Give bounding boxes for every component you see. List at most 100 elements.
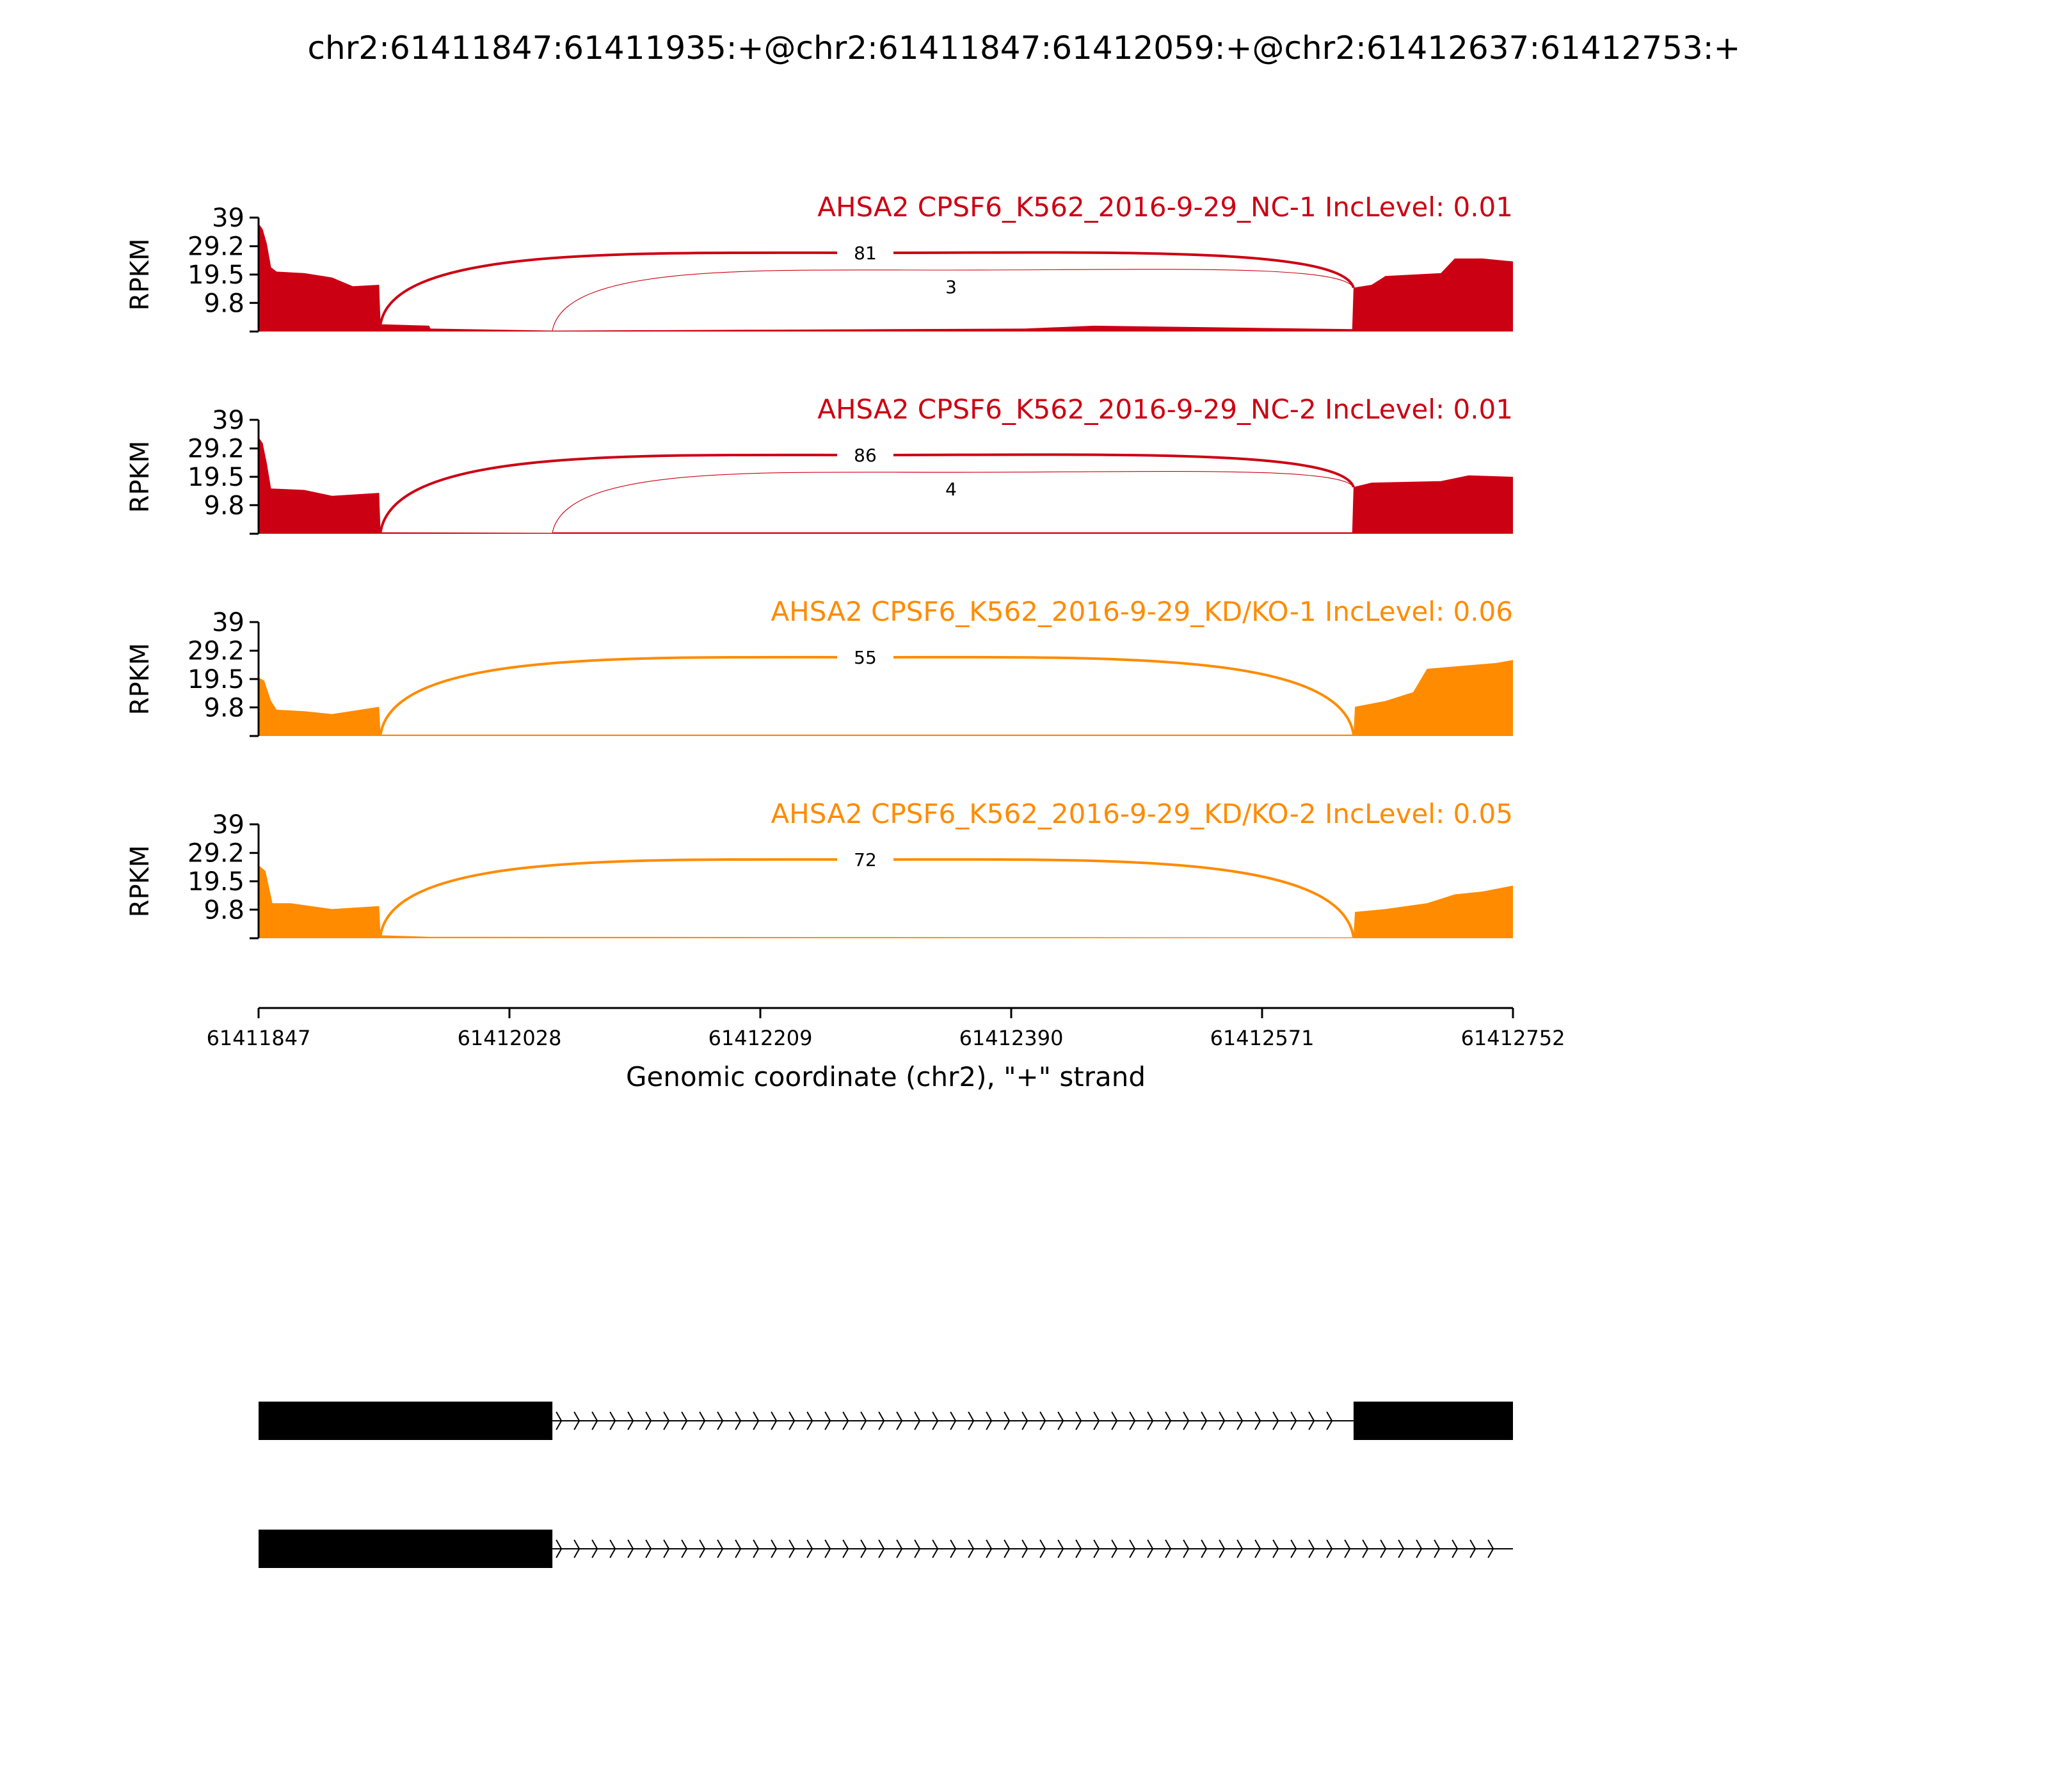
junction-count-label: 55 [854, 647, 877, 668]
y-tick-label: 19.5 [188, 463, 244, 492]
strand-arrow [771, 1539, 778, 1558]
strand-arrow [1362, 1539, 1369, 1558]
coverage-area [259, 223, 1513, 332]
coverage-area [259, 437, 1513, 534]
isoform-panel [259, 1402, 1513, 1568]
y-axis-label: RPKM [125, 441, 155, 513]
y-tick-label: 9.8 [204, 491, 244, 520]
strand-arrow [914, 1411, 921, 1430]
strand-arrow [1236, 1411, 1244, 1430]
strand-arrow [1129, 1539, 1136, 1558]
strand-arrow [663, 1539, 670, 1558]
strand-arrow [1308, 1411, 1315, 1430]
exon [259, 1530, 553, 1568]
junction-count-bg [923, 477, 979, 500]
y-tick-label: 19.5 [188, 260, 244, 290]
track-label: AHSA2 CPSF6_K562_2016-9-29_KD/KO-2 IncLe… [771, 798, 1513, 829]
strand-arrow [788, 1539, 796, 1558]
junction-count-bg [923, 275, 979, 298]
strand-arrow [771, 1411, 778, 1430]
strand-arrow [1326, 1411, 1333, 1430]
y-axis-label: RPKM [125, 643, 155, 716]
strand-arrow [1129, 1411, 1136, 1430]
x-tick-label: 61412752 [1461, 1026, 1565, 1050]
x-tick-label: 61412390 [959, 1026, 1064, 1050]
strand-arrow [735, 1539, 742, 1558]
strand-arrow [681, 1539, 688, 1558]
strand-arrow [573, 1539, 580, 1558]
junction-count-bg [837, 241, 893, 264]
strand-arrow [1183, 1539, 1190, 1558]
track-label: AHSA2 CPSF6_K562_2016-9-29_NC-2 IncLevel… [817, 394, 1513, 425]
strand-arrow [645, 1411, 652, 1430]
strand-arrow [681, 1411, 688, 1430]
strand-arrow [1057, 1411, 1064, 1430]
strand-arrow [1147, 1539, 1154, 1558]
strand-arrow [878, 1411, 885, 1430]
track-label: AHSA2 CPSF6_K562_2016-9-29_NC-1 IncLevel… [817, 191, 1513, 223]
strand-arrow [1039, 1539, 1046, 1558]
strand-arrow [1201, 1411, 1208, 1430]
y-tick-label: 19.5 [188, 665, 244, 694]
strand-arrow [806, 1539, 813, 1558]
strand-arrow [1344, 1539, 1351, 1558]
x-tick-label: 61412209 [708, 1026, 813, 1050]
strand-arrow [573, 1411, 580, 1430]
y-axis-label: RPKM [125, 239, 155, 311]
strand-arrow [968, 1411, 975, 1430]
strand-arrow [1183, 1411, 1190, 1430]
strand-arrow [824, 1539, 831, 1558]
y-axis-label: RPKM [125, 845, 155, 918]
junction-count-label: 72 [854, 849, 877, 870]
junction-count-label: 3 [945, 276, 957, 298]
exon [259, 1402, 553, 1440]
strand-arrow [699, 1411, 706, 1430]
strand-arrow [645, 1539, 652, 1558]
coverage-area [259, 660, 1513, 736]
strand-arrow [1452, 1539, 1459, 1558]
strand-arrow [609, 1411, 616, 1430]
strand-arrow [1272, 1411, 1279, 1430]
strand-arrow [896, 1411, 903, 1430]
strand-arrow [1075, 1411, 1082, 1430]
strand-arrow [896, 1539, 903, 1558]
strand-arrow [1004, 1539, 1011, 1558]
strand-arrow [699, 1539, 706, 1558]
strand-arrow [735, 1411, 742, 1430]
strand-arrow [591, 1411, 598, 1430]
figure-title: chr2:61411847:61411935:+@chr2:61411847:6… [308, 29, 1741, 67]
strand-arrow [717, 1539, 724, 1558]
strand-arrow [1308, 1539, 1315, 1558]
y-tick-label: 39 [212, 406, 244, 435]
strand-arrow [950, 1411, 957, 1430]
exon [1353, 1402, 1513, 1440]
strand-arrow [842, 1539, 849, 1558]
strand-arrow [556, 1539, 563, 1558]
strand-arrow [1487, 1539, 1494, 1558]
strand-arrow [1219, 1411, 1226, 1430]
y-tick-label: 29.2 [188, 232, 244, 262]
strand-arrow [968, 1539, 975, 1558]
x-tick-label: 61412028 [458, 1026, 562, 1050]
strand-arrow [1021, 1539, 1028, 1558]
strand-arrow [627, 1411, 634, 1430]
strand-arrow [1254, 1411, 1261, 1430]
isoform-1 [259, 1402, 1513, 1440]
strand-arrow [860, 1539, 867, 1558]
strand-arrow [1111, 1411, 1118, 1430]
x-axis-label: Genomic coordinate (chr2), "+" strand [626, 1061, 1146, 1092]
junction-arc [552, 471, 1354, 533]
strand-arrow [1398, 1539, 1405, 1558]
strand-arrow [1236, 1539, 1244, 1558]
strand-arrow [627, 1539, 634, 1558]
strand-arrow [717, 1411, 724, 1430]
strand-arrow [1093, 1411, 1100, 1430]
y-tick-label: 39 [212, 204, 244, 233]
strand-arrow [1290, 1539, 1297, 1558]
junction-count-bg [837, 646, 893, 669]
junction-count-bg [837, 444, 893, 467]
strand-arrow [1093, 1539, 1100, 1558]
